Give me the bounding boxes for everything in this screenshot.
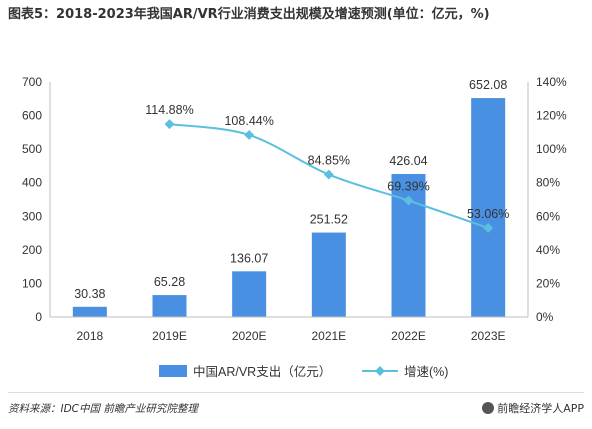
y-left-tick-label: 200 <box>22 243 42 257</box>
growth-point <box>483 222 494 233</box>
growth-data-label: 53.06% <box>467 207 509 221</box>
growth-point <box>244 130 255 140</box>
y-left-tick-label: 600 <box>22 109 42 123</box>
brand: 前瞻经济学人APP <box>482 400 584 416</box>
bar-data-label: 251.52 <box>310 213 348 227</box>
footer-divider <box>8 392 584 393</box>
growth-data-label: 108.44% <box>224 114 273 128</box>
growth-point <box>403 195 414 206</box>
y-left-tick-label: 500 <box>22 142 42 156</box>
bar <box>471 98 506 317</box>
legend-bar-swatch <box>159 365 187 377</box>
growth-data-label: 84.85% <box>308 154 350 168</box>
bar <box>391 173 426 317</box>
bar-data-label: 652.08 <box>469 78 507 92</box>
growth-data-label: 114.88% <box>145 103 193 117</box>
y-right-tick-label: 80% <box>536 176 560 190</box>
x-tick-label: 2020E <box>232 329 267 343</box>
y-left-tick-label: 300 <box>22 209 42 223</box>
x-tick-label: 2022E <box>391 329 426 343</box>
bar-data-label: 426.04 <box>389 154 427 168</box>
growth-point <box>323 169 334 180</box>
y-right-tick-label: 120% <box>536 109 567 123</box>
y-left-tick-label: 400 <box>22 176 42 190</box>
bar <box>72 306 107 317</box>
bar <box>311 232 346 317</box>
y-left-tick-label: 0 <box>35 310 42 324</box>
bar-data-label: 65.28 <box>154 275 185 289</box>
bar-data-label: 30.38 <box>74 287 105 301</box>
y-right-tick-label: 140% <box>536 75 567 89</box>
y-right-tick-label: 0% <box>536 310 554 324</box>
chart-title: 图表5：2018-2023年我国AR/VR行业消费支出规模及增速预测(单位：亿元… <box>8 7 490 22</box>
growth-data-label: 69.39% <box>387 180 429 194</box>
bar <box>152 295 187 317</box>
x-tick-label: 2018 <box>76 329 103 343</box>
x-tick-label: 2021E <box>311 329 346 343</box>
y-right-tick-label: 40% <box>536 243 560 257</box>
y-left-tick-label: 100 <box>22 276 42 290</box>
legend-line-label: 增速(%) <box>404 364 448 379</box>
legend-line-marker <box>375 366 385 376</box>
x-tick-label: 2023E <box>471 329 506 343</box>
source-note: 资料来源：IDC中国 前瞻产业研究院整理 <box>8 403 198 415</box>
growth-point <box>164 119 175 130</box>
y-left-tick-label: 700 <box>22 75 42 89</box>
y-right-tick-label: 100% <box>536 142 567 156</box>
x-tick-label: 2019E <box>152 329 187 343</box>
brand-name: 前瞻经济学人APP <box>497 402 584 415</box>
y-right-tick-label: 60% <box>536 209 560 223</box>
y-right-tick-label: 20% <box>536 276 560 290</box>
bar <box>232 271 267 317</box>
legend-bar-label: 中国AR/VR支出（亿元） <box>193 364 331 379</box>
bar-data-label: 136.07 <box>230 251 268 265</box>
brand-logo-icon <box>482 402 495 414</box>
